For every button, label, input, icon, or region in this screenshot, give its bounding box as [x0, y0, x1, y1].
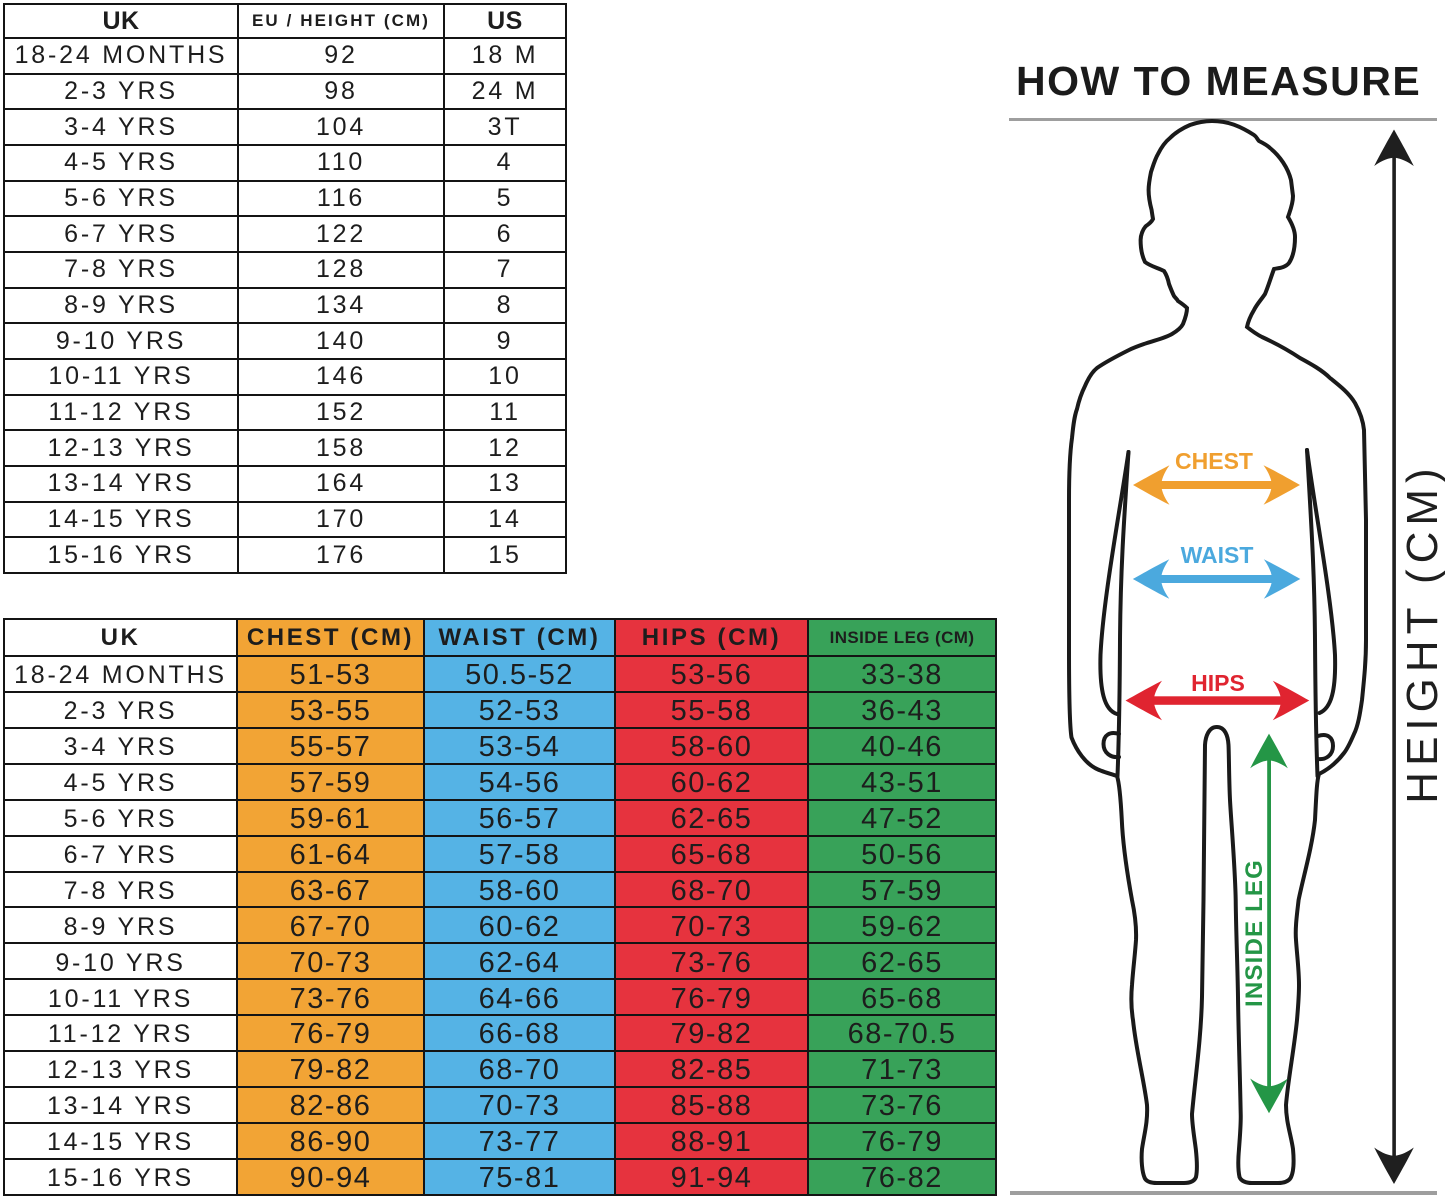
svg-text:WAIST: WAIST	[1181, 542, 1254, 568]
svg-text:INSIDE LEG: INSIDE LEG	[1241, 859, 1268, 1007]
svg-text:HIPS: HIPS	[1191, 670, 1245, 696]
svg-text:HEIGHT (CM): HEIGHT (CM)	[1398, 462, 1445, 803]
svg-text:CHEST: CHEST	[1175, 448, 1253, 474]
